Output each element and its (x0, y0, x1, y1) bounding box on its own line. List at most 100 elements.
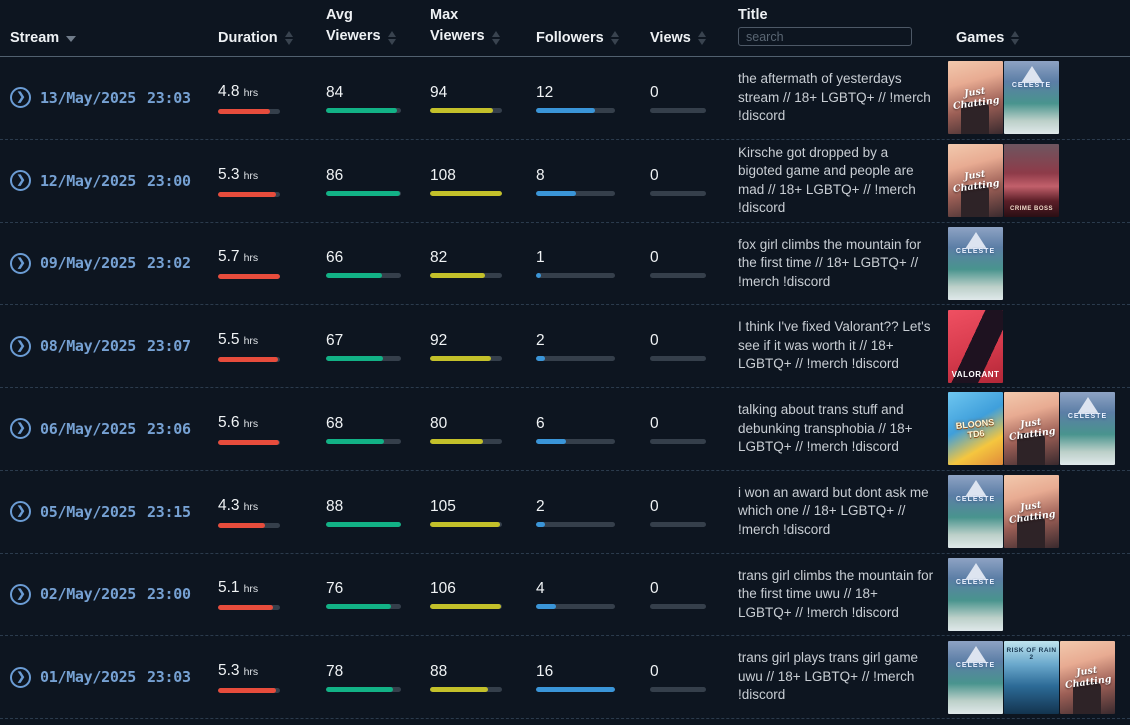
column-header-followers-label: Followers (536, 30, 604, 46)
game-thumbnail-just-chatting[interactable]: Just Chatting (1004, 475, 1059, 549)
table-header: Stream Duration Avg Viewers Max (0, 0, 1130, 57)
duration-bar-track (218, 605, 280, 611)
avg-viewers-bar-track (326, 273, 401, 279)
expand-row-button[interactable]: ❯ (10, 252, 31, 274)
game-thumbnail-bloons-td-6[interactable]: BLOONS TD6 (948, 392, 1003, 466)
followers-bar-fill (536, 521, 546, 527)
followers-value: 1 (536, 249, 545, 267)
expand-row-button[interactable]: ❯ (10, 335, 31, 357)
game-thumbnail-just-chatting[interactable]: Just Chatting (948, 144, 1003, 218)
stream-date-value: 09/May/2025 (40, 254, 137, 273)
game-title-label: CELESTE (955, 496, 996, 504)
max-viewers-value: 106 (430, 580, 456, 598)
expand-row-button[interactable]: ❯ (10, 87, 31, 109)
chevron-right-icon: ❯ (16, 422, 26, 435)
stream-time-value: 23:06 (147, 419, 191, 438)
avg-viewers-bar-track (326, 521, 401, 527)
game-thumbnail-celeste[interactable]: CELESTE (948, 557, 1003, 631)
max-viewers-bar-fill (430, 604, 501, 610)
duration-bar-track (218, 357, 280, 363)
sort-icon (284, 31, 293, 45)
stream-date-value: 02/May/2025 (40, 585, 137, 604)
games-list: CELESTE Just Chatting (948, 475, 1130, 549)
max-viewers-bar-track (430, 190, 502, 196)
followers-value: 2 (536, 332, 545, 350)
followers-value: 4 (536, 580, 545, 598)
followers-value: 8 (536, 166, 545, 184)
game-thumbnail-risk-of-rain-2[interactable]: RISK OF RAIN 2 (1004, 640, 1059, 714)
avg-viewers-bar-track (326, 190, 401, 196)
stream-title: i won an award but dont ask me which one… (738, 484, 929, 537)
stream-date-value: 08/May/2025 (40, 337, 137, 356)
column-header-duration[interactable]: Duration (218, 30, 293, 47)
expand-row-button[interactable]: ❯ (10, 583, 31, 605)
stream-row: ❯ 02/May/2025 23:00 5.1 hrs 76 106 4 0 tra… (0, 554, 1130, 637)
views-bar-track (650, 107, 706, 113)
followers-bar-track (536, 107, 615, 113)
game-thumbnail-celeste[interactable]: CELESTE (948, 640, 1003, 714)
followers-value: 12 (536, 83, 554, 101)
stream-date-value: 05/May/2025 (40, 502, 137, 521)
duration-bar-fill (218, 605, 274, 611)
game-thumbnail-just-chatting[interactable]: Just Chatting (1060, 640, 1115, 714)
views-bar-track (650, 190, 706, 196)
stream-date: 12/May/2025 23:00 (40, 172, 191, 190)
duration-unit: hrs (243, 169, 259, 182)
avg-viewers-value: 76 (326, 580, 344, 598)
avg-viewers-bar-track (326, 604, 401, 610)
column-header-stream[interactable]: Stream (10, 30, 77, 47)
game-thumbnail-valorant[interactable]: VALORANT (948, 309, 1003, 383)
chevron-right-icon: ❯ (16, 587, 26, 600)
max-viewers-value: 82 (430, 249, 448, 267)
column-header-games-label: Games (956, 30, 1005, 46)
duration-unit: hrs (243, 252, 259, 265)
stream-date: 02/May/2025 23:00 (40, 585, 191, 603)
game-thumbnail-celeste[interactable]: CELESTE (948, 226, 1003, 300)
stream-row: ❯ 13/May/2025 23:03 4.8 hrs 84 94 12 0 the… (0, 57, 1130, 140)
views-value: 0 (650, 332, 659, 350)
sort-icon (387, 31, 396, 45)
game-thumbnail-celeste[interactable]: CELESTE (1060, 392, 1115, 466)
max-viewers-bar-track (430, 438, 502, 444)
column-header-avg-viewers[interactable]: Avg Viewers (326, 5, 396, 47)
followers-value: 2 (536, 497, 545, 515)
stream-time-value: 23:03 (147, 668, 191, 687)
game-thumbnail-celeste[interactable]: CELESTE (1004, 61, 1059, 135)
stream-time-value: 23:03 (147, 88, 191, 107)
column-header-max-viewers[interactable]: Max Viewers (430, 5, 500, 47)
title-search-input[interactable] (738, 27, 912, 46)
expand-row-button[interactable]: ❯ (10, 666, 31, 688)
game-title-label: Just Chatting (1064, 664, 1113, 692)
views-value: 0 (650, 497, 659, 515)
max-viewers-bar-track (430, 356, 502, 362)
expand-row-button[interactable]: ❯ (10, 170, 31, 192)
expand-row-button[interactable]: ❯ (10, 418, 31, 440)
duration-bar-track (218, 191, 280, 197)
column-header-games[interactable]: Games (956, 30, 1020, 47)
views-bar-track (650, 521, 706, 527)
avg-viewers-value: 68 (326, 414, 344, 432)
column-header-followers[interactable]: Followers (536, 30, 619, 47)
expand-row-button[interactable]: ❯ (10, 501, 31, 523)
duration-unit: hrs (243, 86, 259, 99)
duration-bar-fill (218, 191, 276, 197)
game-thumbnail-just-chatting[interactable]: Just Chatting (948, 61, 1003, 135)
column-header-views[interactable]: Views (650, 30, 706, 47)
stream-title: fox girl climbs the mountain for the fir… (738, 236, 922, 289)
views-value: 0 (650, 166, 659, 184)
stream-date: 13/May/2025 23:03 (40, 89, 191, 107)
game-title-label: CELESTE (955, 661, 996, 669)
max-viewers-bar-fill (430, 438, 484, 444)
game-thumbnail-crime-boss[interactable]: CRIME BOSS (1004, 144, 1059, 218)
stream-date-value: 13/May/2025 (40, 88, 137, 107)
game-thumbnail-celeste[interactable]: CELESTE (948, 475, 1003, 549)
stream-date-value: 06/May/2025 (40, 419, 137, 438)
followers-bar-fill (536, 687, 615, 693)
stream-date: 08/May/2025 23:07 (40, 337, 191, 355)
followers-bar-fill (536, 190, 576, 196)
column-header-title: Title (738, 7, 768, 23)
followers-value: 6 (536, 414, 545, 432)
max-viewers-value: 108 (430, 166, 456, 184)
game-thumbnail-just-chatting[interactable]: Just Chatting (1004, 392, 1059, 466)
followers-bar-fill (536, 273, 541, 279)
